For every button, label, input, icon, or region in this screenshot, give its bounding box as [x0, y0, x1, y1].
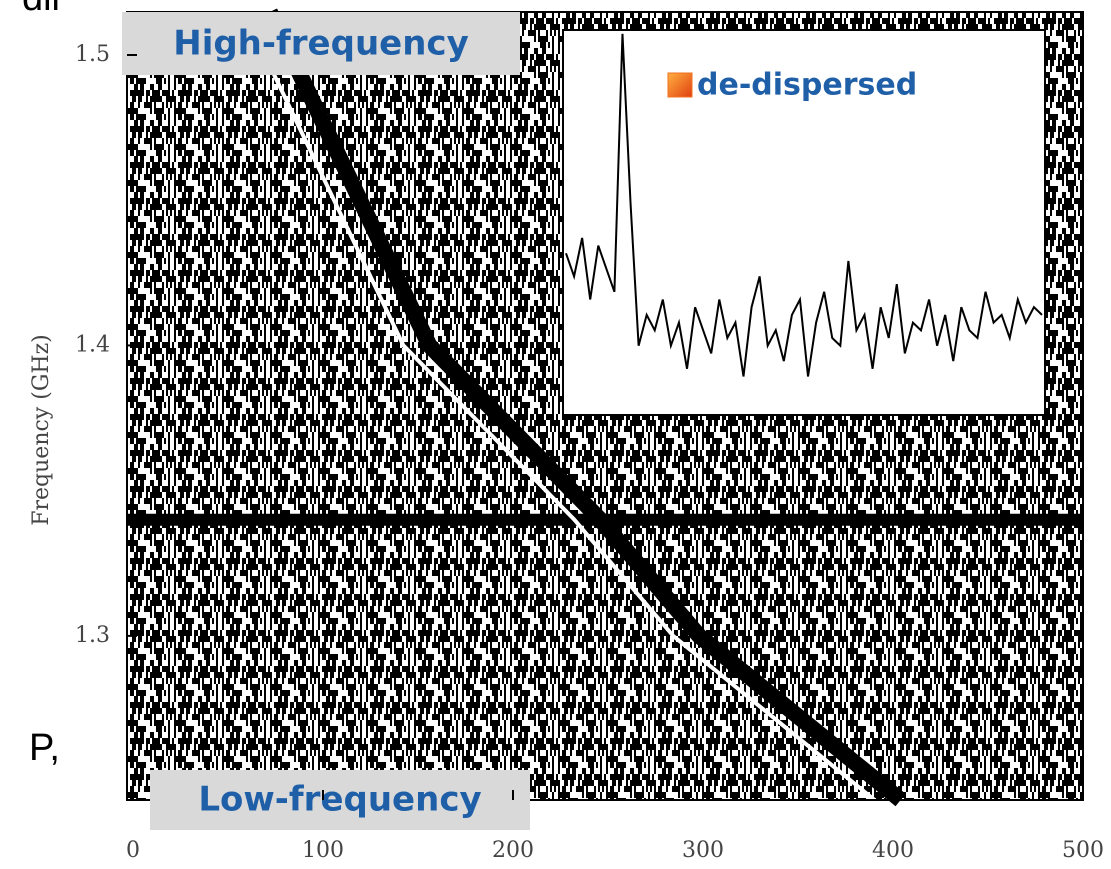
- y-tick-label: 1.4: [75, 332, 110, 357]
- y-axis-label: Frequency (GHz): [29, 334, 54, 526]
- annotation-box: [122, 12, 520, 75]
- x-tick-label: 0: [126, 838, 140, 863]
- inset-frame: [562, 29, 1046, 416]
- slide-fragment: dii: [22, 0, 60, 19]
- x-tick-label: 100: [302, 838, 344, 863]
- inset-legend: de-dispersed: [697, 68, 917, 103]
- pulse-profile: [565, 33, 1043, 377]
- slide-fragment: P,: [29, 727, 60, 769]
- y-tick-label: 1.5: [75, 42, 110, 67]
- x-tick-label: 500: [1062, 838, 1104, 863]
- annotation-box: [150, 770, 530, 830]
- x-tick-label: 300: [682, 838, 724, 863]
- legend-swatch: [667, 72, 693, 98]
- annotation: Low-frequency: [198, 780, 481, 820]
- x-tick-label: 200: [492, 838, 534, 863]
- plot-frame: [126, 11, 1084, 801]
- y-tick-label: 1.3: [75, 623, 110, 648]
- x-tick-label: 400: [872, 838, 914, 863]
- annotation: High-frequency: [173, 24, 469, 64]
